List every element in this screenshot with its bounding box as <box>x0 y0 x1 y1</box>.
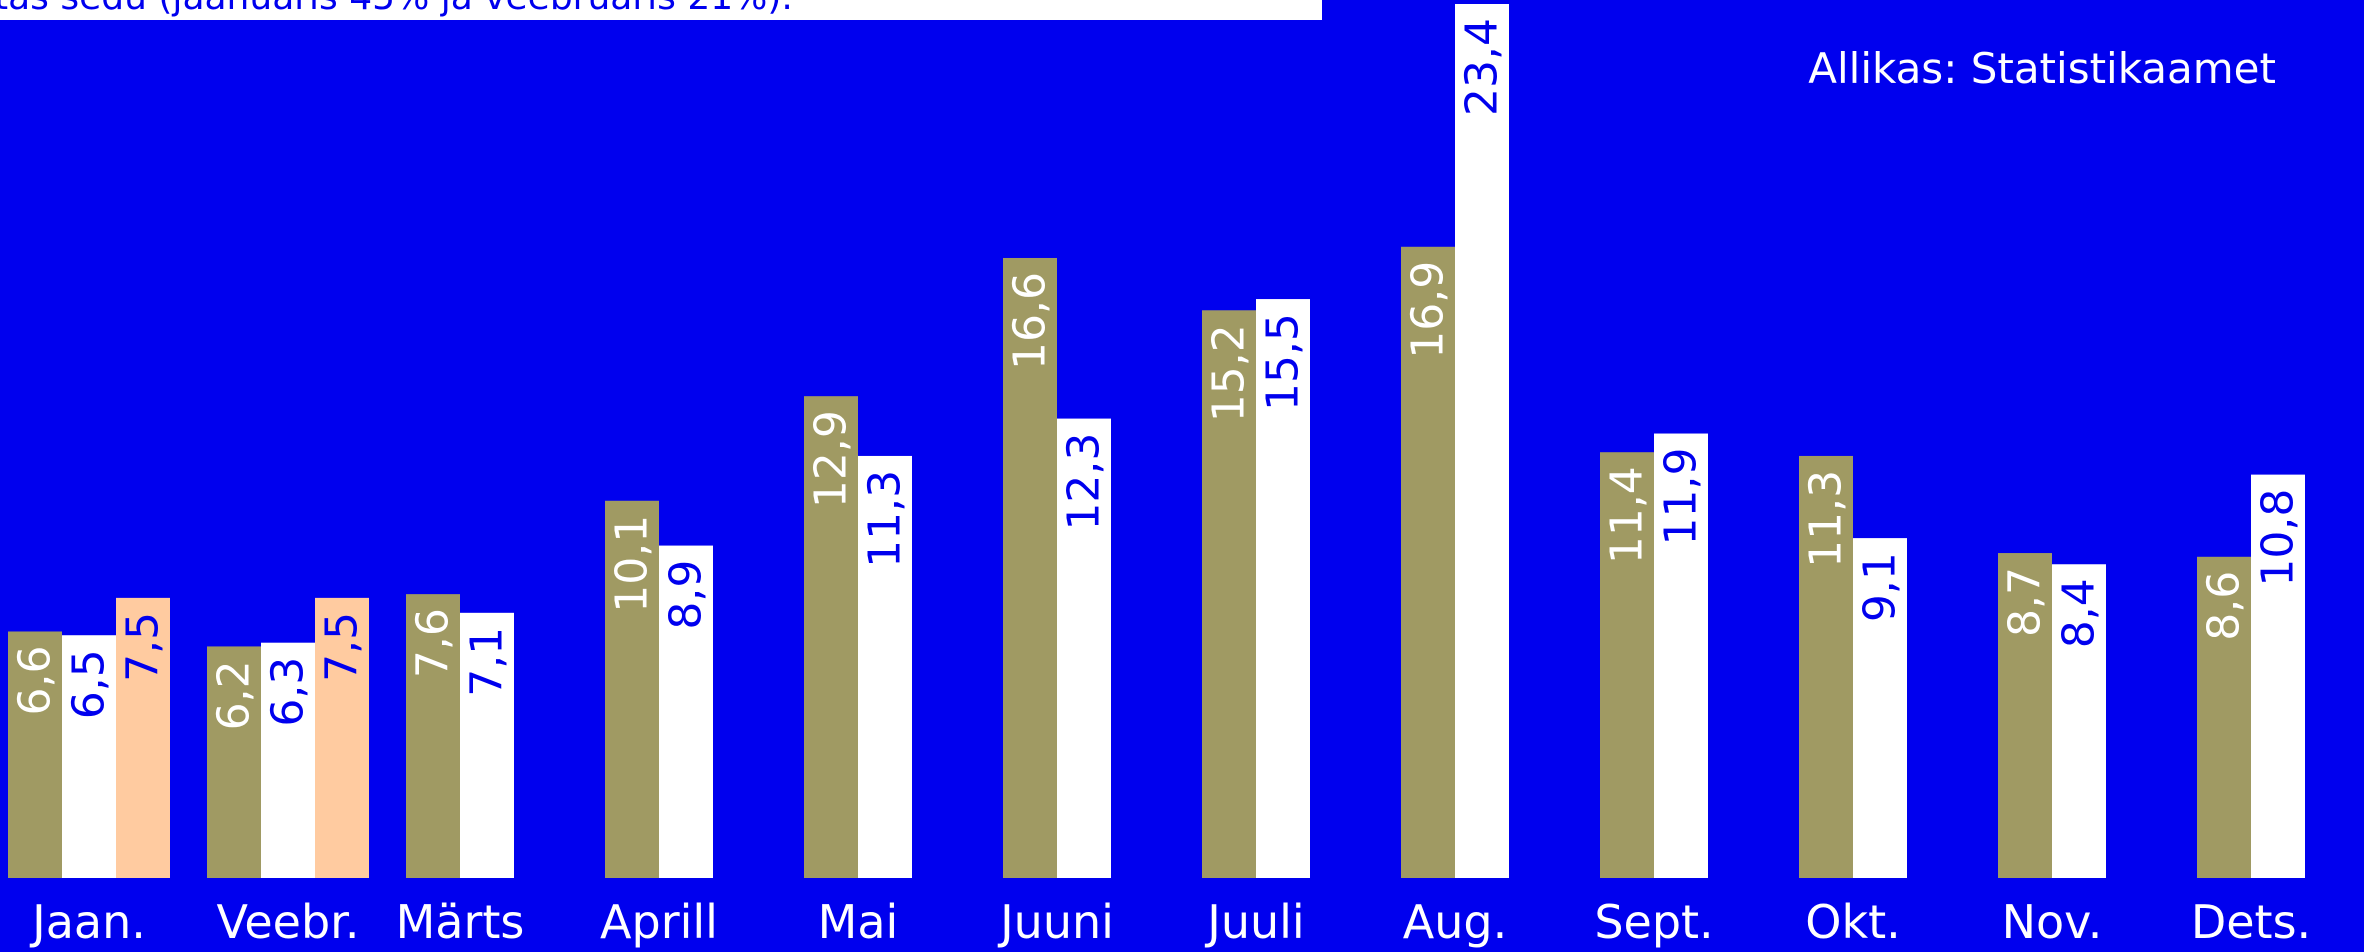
bar-value-label: 7,6 <box>408 608 459 678</box>
bar-s1-11 <box>1998 553 2052 878</box>
bar-s2-5 <box>858 455 912 878</box>
bar-value-label: 6,3 <box>263 657 314 727</box>
month-label: Okt. <box>1805 895 1901 949</box>
month-label: Juuli <box>1204 895 1304 949</box>
bar-value-label: 6,2 <box>209 660 260 730</box>
bar-s2-12 <box>2251 474 2305 878</box>
bar-value-label: 10,8 <box>2253 489 2304 587</box>
bar-value-label: 6,6 <box>10 645 61 715</box>
bar-value-label: 11,3 <box>860 470 911 568</box>
bar-value-label: 9,1 <box>1855 552 1906 622</box>
bar-value-label: 10,1 <box>607 515 658 613</box>
bar-s2-2 <box>261 642 315 878</box>
bar-s3-2 <box>315 597 369 878</box>
bar-s1-3 <box>406 594 460 878</box>
month-label: Dets. <box>2191 895 2311 949</box>
bar-s2-9 <box>1654 433 1708 878</box>
bar-s2-10 <box>1853 538 1907 878</box>
bar-value-label: 8,6 <box>2199 571 2250 641</box>
bar-value-label: 8,7 <box>2000 567 2051 637</box>
bar-s1-1 <box>8 631 62 878</box>
bar-value-label: 15,5 <box>1258 313 1309 411</box>
bar-s2-4 <box>659 545 713 878</box>
bar-value-label: 11,3 <box>1801 470 1852 568</box>
bar-value-label: 6,5 <box>64 649 115 719</box>
bar-value-label: 16,6 <box>1005 272 1056 370</box>
bar-s2-6 <box>1057 418 1111 878</box>
bar-value-label: 12,3 <box>1059 433 1110 531</box>
bar-s1-7 <box>1202 310 1256 878</box>
bar-value-label: 11,4 <box>1602 466 1653 564</box>
month-label: Märts <box>396 895 525 949</box>
bar-value-label: 7,5 <box>317 612 368 682</box>
bar-value-label: 7,5 <box>118 612 169 682</box>
bar-value-label: 12,9 <box>806 410 857 508</box>
bar-value-label: 7,1 <box>462 627 513 697</box>
month-label: Mai <box>818 895 899 949</box>
note-box: tas sedu (jaanuaris 45% ja veebruaris 21… <box>0 0 1322 20</box>
month-label: Juuni <box>997 895 1114 949</box>
bar-s2-1 <box>62 635 116 878</box>
source-label: Allikas: Statistikaamet <box>1808 44 2276 93</box>
bar-value-label: 23,4 <box>1457 18 1508 116</box>
bar-s1-8 <box>1401 246 1455 878</box>
bar-s1-2 <box>207 646 261 878</box>
bar-s1-12 <box>2197 556 2251 878</box>
bar-s2-7 <box>1256 299 1310 879</box>
bar-s1-9 <box>1600 452 1654 878</box>
month-label: Sept. <box>1594 895 1713 949</box>
bar-s1-5 <box>804 396 858 878</box>
note-text: tas sedu (jaanuaris 45% ja veebruaris 21… <box>0 0 793 18</box>
bar-s1-4 <box>605 500 659 878</box>
bar-s1-10 <box>1799 455 1853 878</box>
month-label: Jaan. <box>29 895 146 949</box>
month-label: Aprill <box>600 895 718 949</box>
bar-s2-3 <box>460 612 514 878</box>
month-label: Nov. <box>2002 895 2103 949</box>
bar-s1-6 <box>1003 257 1057 878</box>
month-label: Aug. <box>1403 895 1507 949</box>
bar-s2-11 <box>2052 564 2106 878</box>
bar-s3-1 <box>116 597 170 878</box>
bar-value-label: 11,9 <box>1656 448 1707 546</box>
bar-value-label: 15,2 <box>1204 324 1255 422</box>
month-label: Veebr. <box>216 895 359 949</box>
bar-value-label: 8,9 <box>661 560 712 630</box>
bar-value-label: 8,4 <box>2054 578 2105 648</box>
bar-value-label: 16,9 <box>1403 261 1454 359</box>
bar-s2-8 <box>1455 4 1509 878</box>
